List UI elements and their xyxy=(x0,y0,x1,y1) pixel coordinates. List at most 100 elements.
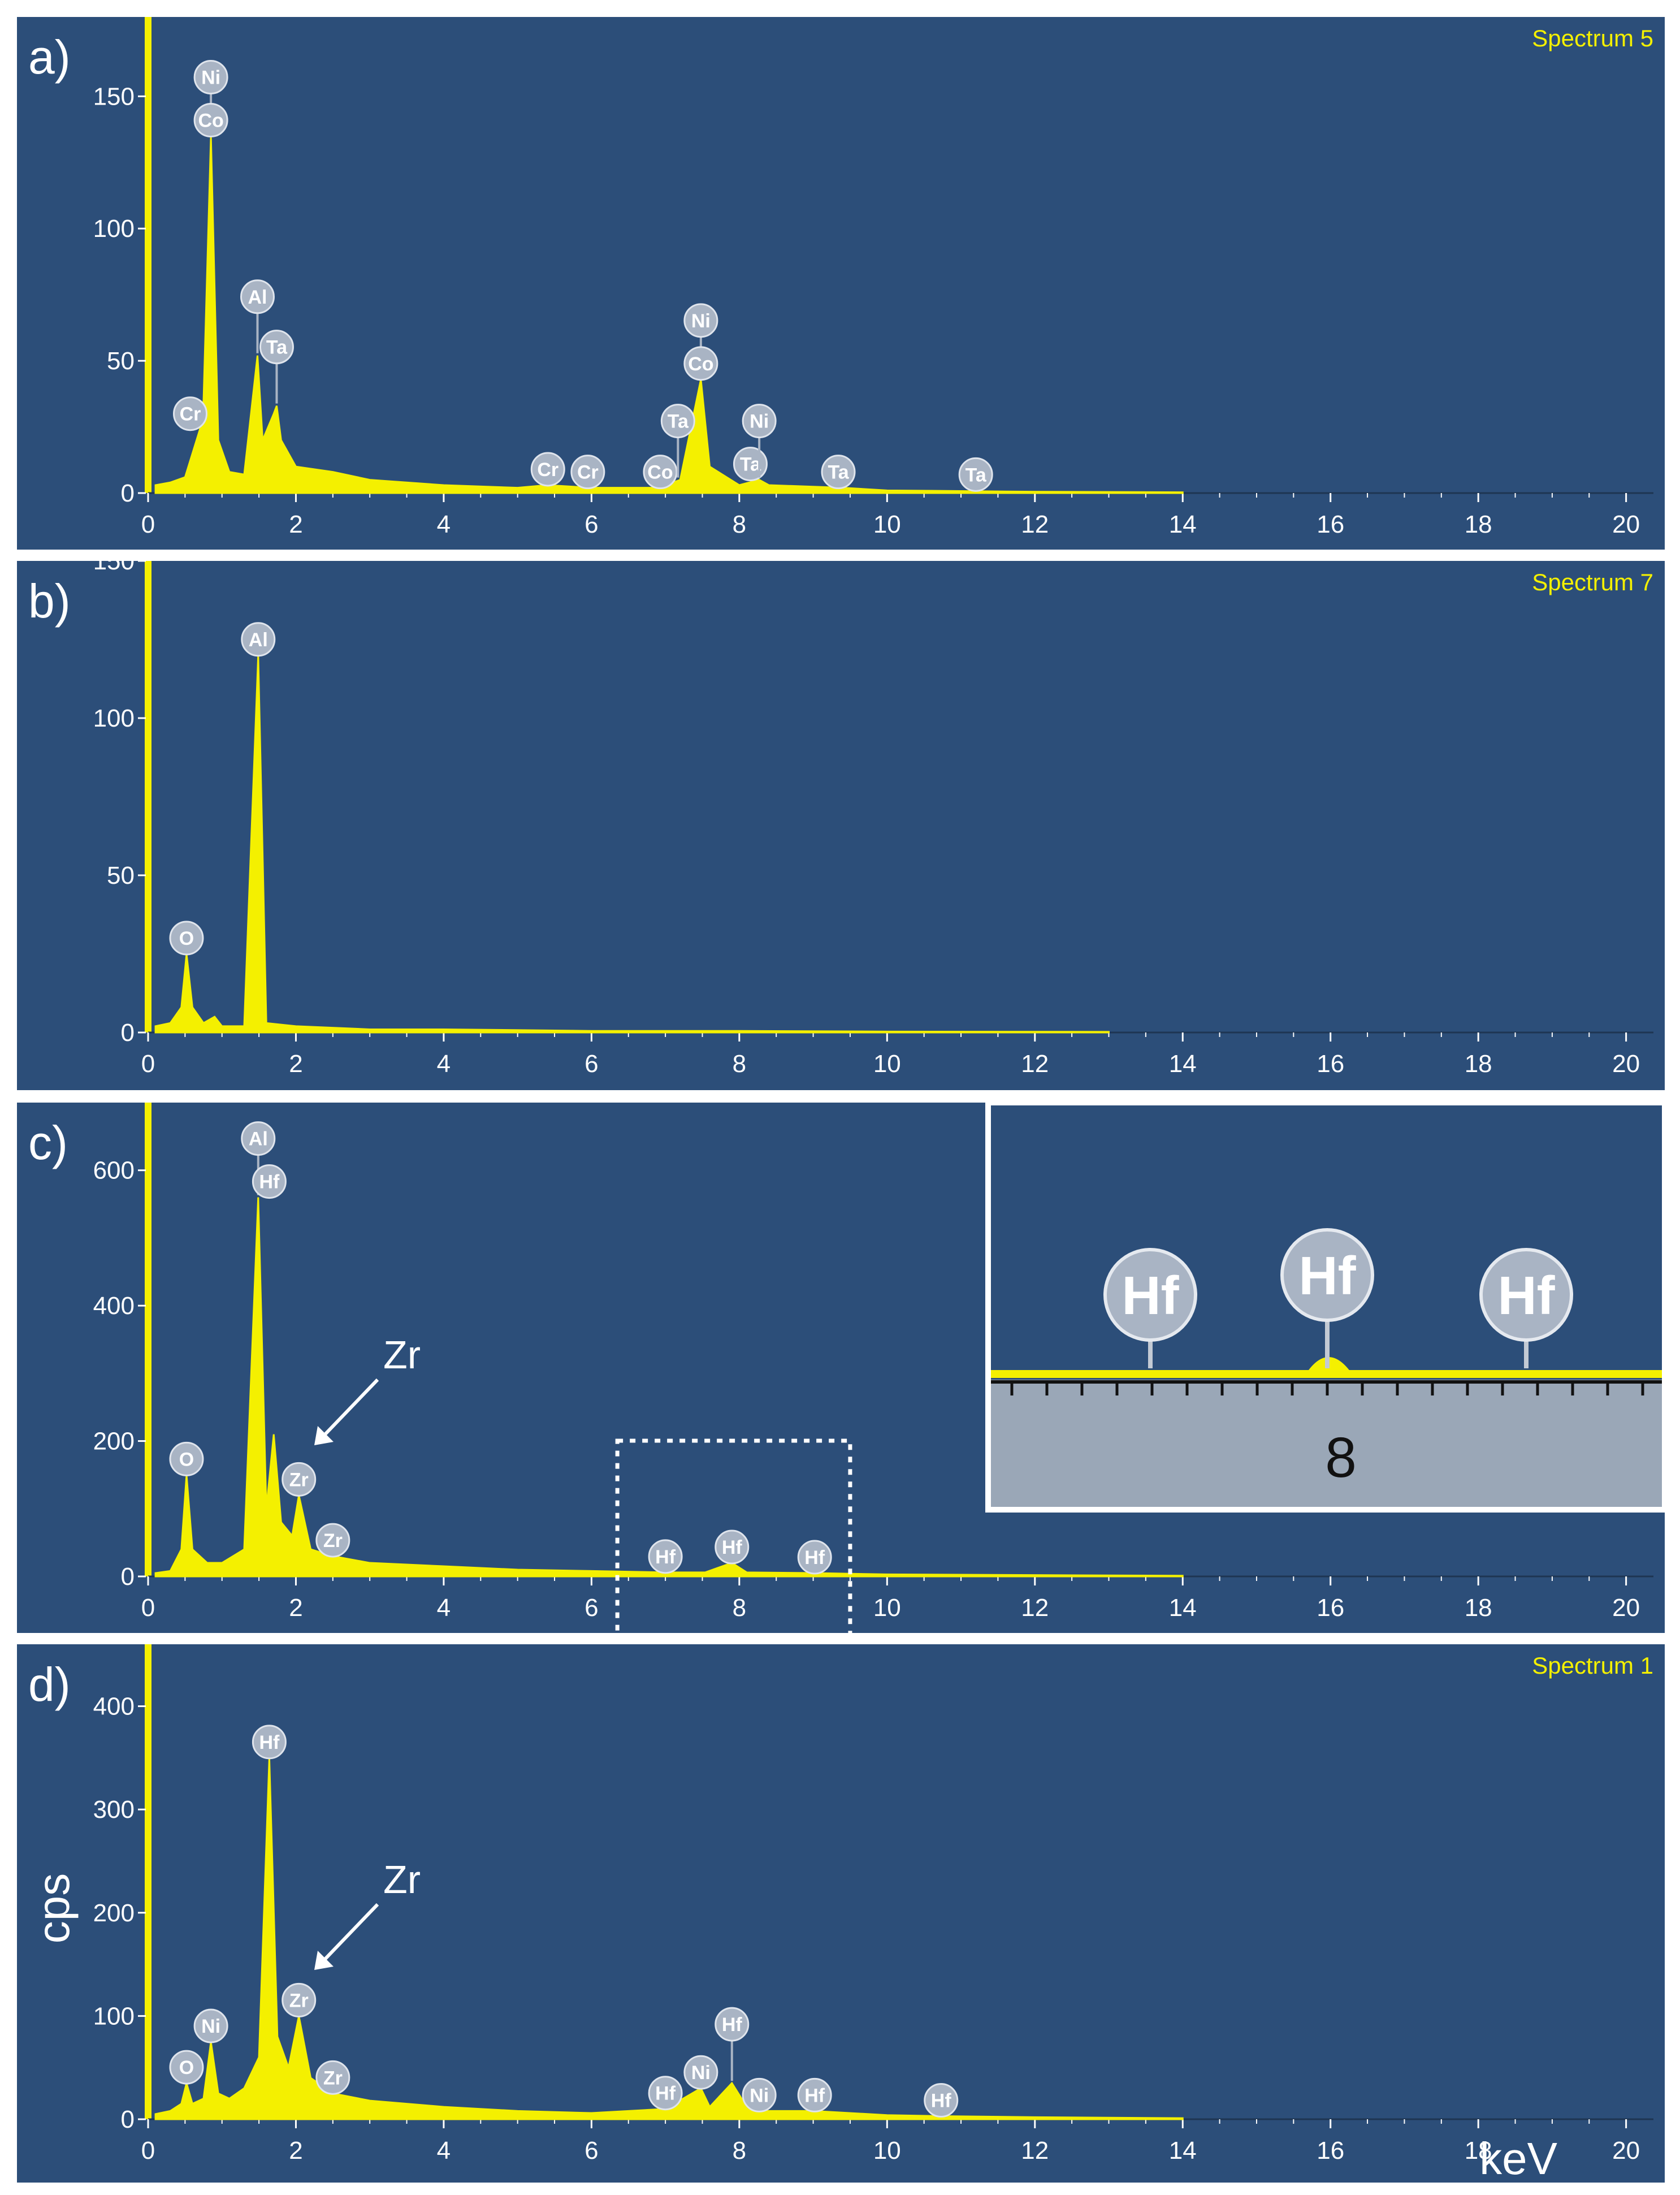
y-tick-label: 50 xyxy=(107,862,135,889)
panel-label: d) xyxy=(28,1658,71,1711)
peak-marker-badge xyxy=(660,404,695,439)
peak-marker-badge xyxy=(193,60,228,94)
peak-marker-badge xyxy=(193,103,228,137)
peak-label-text: Zr xyxy=(289,1990,309,2011)
spectrum-name: Spectrum 1 xyxy=(1532,1652,1653,1679)
panel-a: 0 50 100 150 0 2 4 6 8 10 12 14 16 18 20 Ni Co Al Ta Cr Ni Co… xyxy=(17,17,1665,550)
y-tick-label: 100 xyxy=(93,215,135,243)
peak-marker-badge xyxy=(715,1529,750,1565)
x-tick-label: 18 xyxy=(1465,1594,1492,1622)
peak-label-text: Hf xyxy=(655,1546,676,1568)
peak-label-text: Ni xyxy=(750,411,769,433)
x-tick-label: 16 xyxy=(1317,1594,1344,1622)
x-tick-label: 0 xyxy=(141,511,155,538)
peak-label-ta: Ta xyxy=(660,404,695,478)
x-tick-label: 8 xyxy=(733,2137,746,2164)
peak-marker-badge xyxy=(797,2077,832,2112)
x-tick-label: 20 xyxy=(1612,2137,1640,2164)
y-tick-label: 150 xyxy=(93,83,135,110)
peak-marker-badge xyxy=(683,346,718,381)
peak-label-text: O xyxy=(179,1449,194,1470)
x-tick-label: 14 xyxy=(1169,1594,1197,1622)
peak-marker-badge xyxy=(173,396,208,431)
zoom-inset: 8 Hf Hf Hf xyxy=(985,1100,1668,1513)
x-tick-label: 2 xyxy=(289,2137,302,2164)
x-tick-label: 20 xyxy=(1612,511,1640,538)
peak-label-zr: Zr xyxy=(315,2060,350,2095)
x-tick-label: 8 xyxy=(733,1050,746,1078)
x-tick-label: 2 xyxy=(289,1594,302,1622)
x-axis-title: keV xyxy=(1479,2133,1557,2184)
peak-label-hf: Hf xyxy=(924,2083,959,2118)
peak-marker-badge xyxy=(259,330,294,365)
peak-marker-badge xyxy=(742,404,777,439)
peak-label-ta: Ta xyxy=(958,457,993,492)
x-tick-label: 8 xyxy=(733,1594,746,1622)
inset-peak-label: Hf xyxy=(1497,1265,1555,1326)
peak-label-ni: Ni xyxy=(683,303,718,377)
x-tick-label: 6 xyxy=(584,1050,598,1078)
peak-label-text: Ta xyxy=(965,464,987,486)
peak-label-o: O xyxy=(169,2050,204,2085)
peak-marker-badge xyxy=(742,2077,777,2112)
peak-label-ni: Ni xyxy=(742,404,777,478)
peak-label-ni: Ni xyxy=(193,2008,228,2043)
x-tick-label: 12 xyxy=(1021,1050,1049,1078)
x-tick-label: 18 xyxy=(1465,1050,1492,1078)
peak-label-hf: Hf xyxy=(648,1539,683,1574)
x-tick-label: 14 xyxy=(1169,1050,1197,1078)
x-tick-label: 12 xyxy=(1021,1594,1049,1622)
y-tick-label: 0 xyxy=(121,1563,135,1591)
peak-label-al: Al xyxy=(241,1121,276,1195)
y-tick-label: 200 xyxy=(93,1899,135,1927)
peak-marker-badge xyxy=(282,1462,317,1497)
peak-label-co: Co xyxy=(683,346,718,381)
peak-label-text: Hf xyxy=(655,2083,676,2105)
x-tick-label: 10 xyxy=(873,1050,901,1078)
peak-marker-badge xyxy=(252,1164,287,1199)
peak-label-hf: Hf xyxy=(715,1529,750,1565)
peak-label-zr: Zr xyxy=(282,1982,317,2017)
peak-label-zr: Zr xyxy=(282,1462,317,1497)
x-tick-label: 4 xyxy=(437,511,451,538)
peak-marker-badge xyxy=(252,1725,287,1760)
peak-marker-badge xyxy=(241,1121,276,1156)
peak-label-text: Zr xyxy=(323,2067,343,2089)
panel-label: b) xyxy=(28,574,71,628)
panel-label: a) xyxy=(28,31,71,84)
peak-marker-badge xyxy=(821,455,856,490)
y-axis-title: cps xyxy=(28,1873,79,1944)
x-tick-label: 2 xyxy=(289,1050,302,1078)
peak-marker-badge xyxy=(169,921,204,956)
peak-label-text: Cr xyxy=(577,462,599,483)
y-tick-label: 400 xyxy=(93,1693,135,1721)
peak-marker-badge xyxy=(797,1540,832,1575)
peak-label-al: Al xyxy=(240,279,275,353)
zr-annotation-label: Zr xyxy=(383,1857,421,1902)
zr-annotation: Zr xyxy=(314,1857,421,1970)
x-tick-label: 0 xyxy=(141,1050,155,1078)
x-tick-label: 6 xyxy=(584,1594,598,1622)
peak-marker-badge xyxy=(683,2055,718,2090)
x-tick-label: 18 xyxy=(1465,2137,1492,2164)
peak-marker-badge xyxy=(570,455,605,490)
peak-label-ni: Ni xyxy=(683,2055,718,2090)
panel-background xyxy=(17,561,1665,1090)
peak-marker-badge xyxy=(643,455,678,490)
y-tick-label: 0 xyxy=(121,2106,135,2133)
x-tick-label: 18 xyxy=(1465,511,1492,538)
peak-label-o: O xyxy=(169,921,204,956)
peak-label-hf: Hf xyxy=(797,1540,832,1575)
panel-d: 0 100 200 300 400 0 2 4 6 8 10 12 14 16 18 20 Hf Ni O Zr Zr H… xyxy=(17,1644,1665,2183)
panel-c: 0 200 400 600 0 2 4 6 8 10 12 14 16 18 20 Al Hf O Zr Zr Hf Hf… xyxy=(17,1100,1668,1641)
y-tick-label: 50 xyxy=(107,347,135,375)
peak-label-text: Hf xyxy=(259,1172,280,1193)
y-tick-label: 150 xyxy=(93,547,135,575)
peak-label-co: Co xyxy=(193,103,228,137)
y-tick-label: 600 xyxy=(93,1157,135,1185)
x-tick-label: 12 xyxy=(1021,511,1049,538)
x-tick-label: 2 xyxy=(289,511,302,538)
peak-label-text: O xyxy=(179,2057,194,2079)
peak-label-text: Cr xyxy=(537,459,558,481)
peak-marker-badge xyxy=(315,1523,350,1558)
